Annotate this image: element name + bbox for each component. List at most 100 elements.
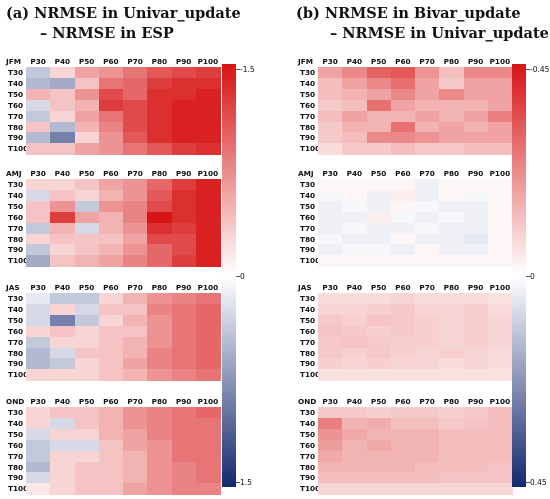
heatmap-cell (147, 358, 172, 370)
heatmap-cell (98, 325, 124, 338)
heatmap-cell (123, 450, 148, 462)
column-label: P90 (467, 169, 484, 178)
heatmap-cell (463, 417, 489, 430)
heatmap-cell (98, 200, 124, 213)
heatmap-cell (463, 369, 489, 381)
heatmap-cell (439, 336, 464, 348)
heatmap-cell (26, 472, 51, 484)
row-label: T100 (8, 484, 29, 494)
heatmap-cell (487, 143, 513, 155)
column-label: P100 (489, 283, 511, 292)
heatmap-cell (74, 336, 100, 348)
heatmap-cell (195, 233, 221, 245)
heatmap-cell (195, 143, 221, 155)
heatmap-cell (123, 189, 148, 202)
heatmap-cell (26, 179, 51, 191)
heatmap-cell (195, 255, 221, 267)
heatmap-cell (487, 189, 513, 202)
heatmap-cell (26, 244, 51, 256)
heatmap-cell (318, 132, 343, 144)
heatmap-cell (26, 121, 51, 133)
heatmap-cell (171, 255, 197, 267)
chart-title-line2: – NRMSE in ESP (40, 25, 174, 42)
row-label: T70 (300, 451, 316, 461)
heatmap-cell (318, 407, 343, 419)
heatmap-cell (50, 77, 75, 90)
heatmap-cell (318, 222, 343, 234)
row-label: T90 (8, 245, 24, 255)
row-label: T100 (300, 484, 321, 494)
heatmap-cell (342, 179, 367, 191)
heatmap-cell (342, 450, 367, 462)
column-label: P70 (419, 57, 435, 66)
heatmap-cell (487, 121, 513, 133)
heatmap-cell (195, 110, 221, 122)
heatmap-cell (439, 417, 464, 430)
heatmap-cell (342, 407, 367, 419)
heatmap-cell (439, 179, 464, 191)
heatmap-cell (342, 121, 367, 133)
heatmap-cell (366, 211, 392, 224)
column-label: P30 (322, 57, 338, 66)
heatmap-cell (171, 293, 197, 305)
colorbar-top-label: -1.5 (240, 65, 255, 74)
heatmap-cell (195, 189, 221, 202)
row-label: T60 (8, 440, 24, 450)
row-label: T40 (8, 78, 24, 88)
row-label: T70 (8, 337, 24, 347)
heatmap-cell (342, 143, 367, 155)
colorbar (222, 64, 236, 487)
heatmap-cell (147, 200, 172, 213)
heatmap-cell (342, 99, 367, 112)
heatmap-cell (487, 358, 513, 370)
column-label: P60 (103, 397, 119, 406)
heatmap-cell (390, 293, 416, 305)
heatmap-cell (98, 483, 124, 495)
heatmap-cell (74, 244, 100, 256)
column-label: P50 (78, 57, 95, 66)
heatmap-cell (74, 99, 100, 112)
column-label: P60 (395, 283, 411, 292)
heatmap-cell (487, 461, 513, 473)
heatmap-cell (487, 200, 513, 213)
heatmap-cell (390, 121, 416, 133)
season-label: OND (6, 397, 25, 406)
row-label: T90 (300, 245, 316, 255)
heatmap-cell (463, 121, 489, 133)
heatmap-cell (439, 143, 464, 155)
heatmap-cell (463, 99, 489, 112)
column-label: P50 (370, 169, 387, 178)
row-label: T40 (300, 78, 316, 88)
heatmap-cell (98, 67, 124, 79)
column-label: P90 (175, 57, 192, 66)
row-label: T30 (300, 408, 316, 417)
season-label: AMJ (6, 169, 22, 178)
heatmap-cell (390, 428, 416, 441)
row-label: T90 (300, 473, 316, 483)
heatmap-cell (463, 450, 489, 462)
heatmap-cell (390, 450, 416, 462)
heatmap-cell (439, 233, 464, 245)
heatmap-cell (415, 483, 440, 495)
column-label: P80 (151, 397, 168, 406)
heatmap-cell (123, 483, 148, 495)
heatmap-cell (50, 88, 75, 101)
heatmap-cell (487, 336, 513, 348)
heatmap-cell (195, 121, 221, 133)
column-label: P80 (151, 57, 168, 66)
heatmap-cell (147, 347, 172, 359)
heatmap-cell (171, 67, 197, 79)
heatmap-cell (50, 369, 75, 381)
heatmap-cell (390, 407, 416, 419)
heatmap-cell (195, 293, 221, 305)
heatmap-cell (123, 347, 148, 359)
column-label: P60 (395, 397, 411, 406)
heatmap-cell (98, 369, 124, 381)
season-label: OND (298, 397, 317, 406)
row-label: T60 (300, 100, 316, 110)
heatmap-cell (463, 88, 489, 101)
row-label: T90 (300, 133, 316, 143)
heatmap-cell (342, 222, 367, 234)
heatmap-cell (98, 347, 124, 359)
row-label: T30 (300, 294, 316, 303)
